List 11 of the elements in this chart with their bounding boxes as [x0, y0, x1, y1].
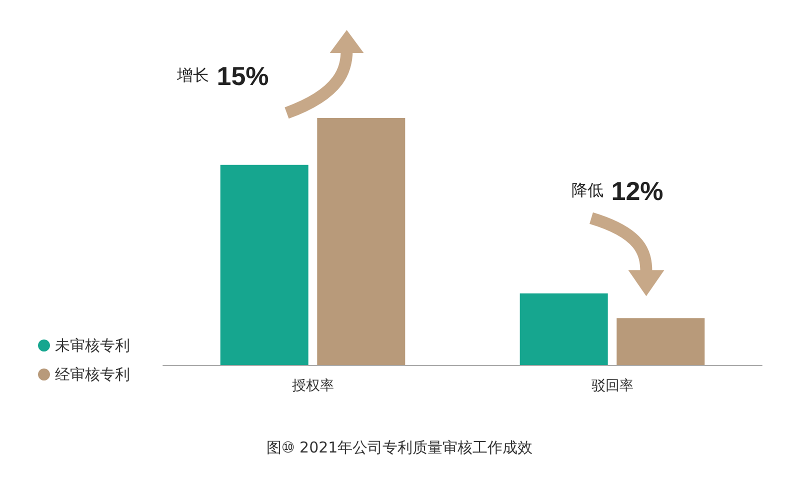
x-tick-label: 授权率 [292, 378, 334, 394]
bar [317, 118, 406, 365]
bar [520, 293, 608, 365]
x-tick-label: 驳回率 [591, 378, 634, 394]
bar [220, 164, 308, 365]
legend-label: 未审核专利 [55, 336, 130, 354]
text: 增长 15% [176, 61, 269, 91]
text: 图⑩ 2021年公司专利质量审核工作成效 [266, 438, 533, 456]
annotation: 降低 12% [571, 176, 664, 206]
legend-label: 经审核专利 [55, 366, 130, 384]
bar [616, 318, 705, 365]
